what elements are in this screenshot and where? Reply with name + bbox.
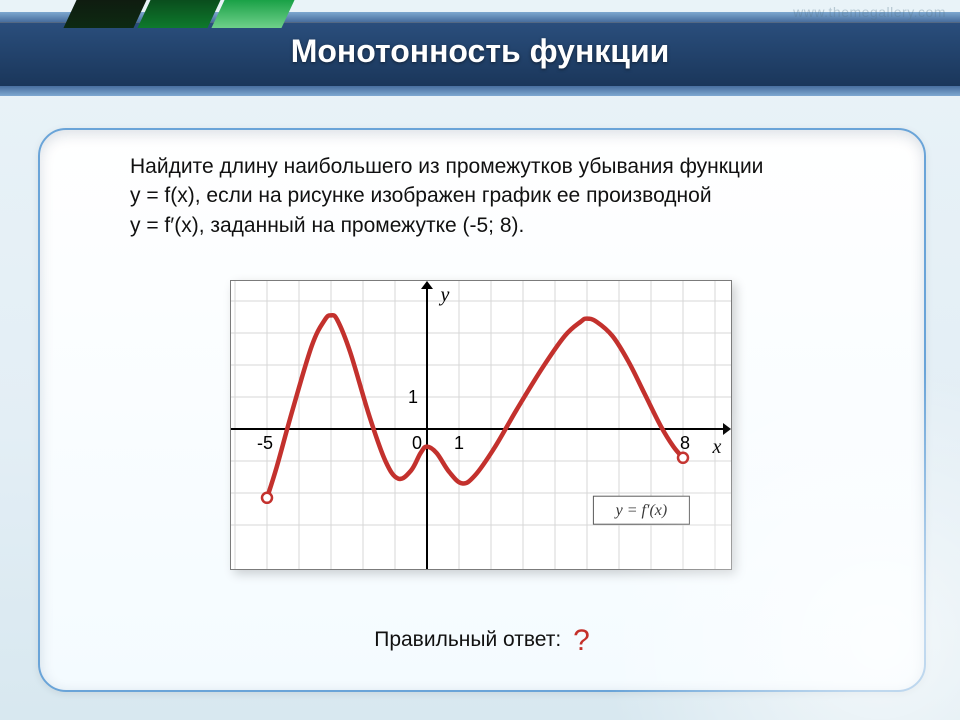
- prompt-line: y = f′(x), заданный на промежутке (-5; 8…: [130, 214, 524, 237]
- svg-text:x: x: [712, 436, 722, 458]
- problem-text: Найдите длину наибольшего из промежутков…: [130, 152, 850, 240]
- slide-title: Монотонность функции: [0, 33, 960, 70]
- svg-text:-5: -5: [257, 433, 273, 453]
- slide: Монотонность функции www.themegallery.co…: [0, 0, 960, 720]
- chart-svg: 011-58xyy = f′(x): [231, 281, 731, 569]
- svg-text:y = f′(x): y = f′(x): [614, 502, 668, 519]
- header: Монотонность функции www.themegallery.co…: [0, 0, 960, 110]
- tab-segment: [63, 0, 146, 28]
- prompt-line: Найдите длину наибольшего из промежутков…: [130, 155, 763, 178]
- tab-segment: [211, 0, 294, 28]
- svg-text:y: y: [439, 284, 450, 306]
- tab-segment: [137, 0, 220, 28]
- derivative-chart: 011-58xyy = f′(x): [230, 280, 732, 570]
- answer-label: Правильный ответ:: [374, 628, 561, 651]
- svg-text:1: 1: [454, 433, 464, 453]
- content-card: Найдите длину наибольшего из промежутков…: [38, 128, 926, 692]
- watermark-text: www.themegallery.com: [793, 4, 946, 20]
- answer-value[interactable]: ?: [573, 624, 590, 658]
- banner-bevel-bottom: [0, 86, 960, 96]
- svg-text:8: 8: [680, 433, 690, 453]
- svg-text:1: 1: [408, 387, 418, 407]
- decorative-tab: [70, 0, 292, 28]
- answer-row: Правильный ответ: ?: [40, 620, 924, 654]
- prompt-line: y = f(x), если на рисунке изображен граф…: [130, 184, 712, 207]
